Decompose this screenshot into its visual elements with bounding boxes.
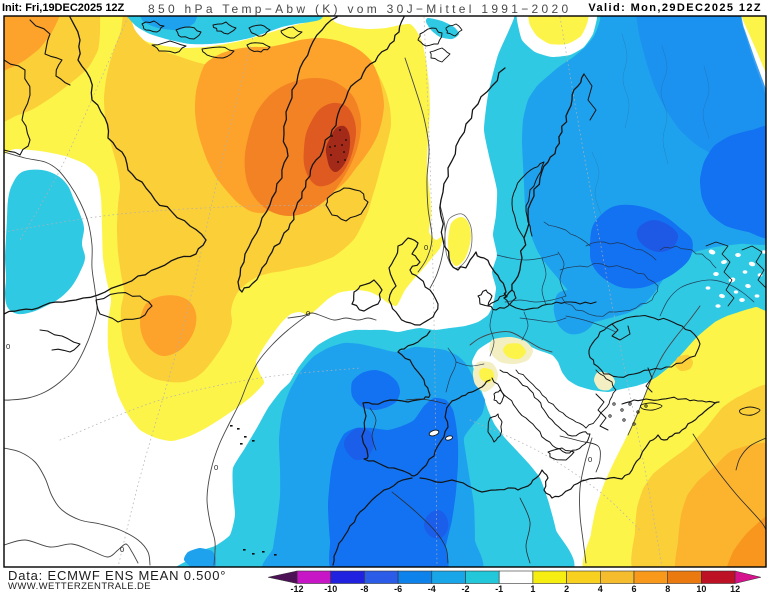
svg-text:0: 0	[6, 342, 10, 351]
svg-text:-12: -12	[290, 584, 303, 593]
svg-text:0: 0	[306, 309, 310, 318]
svg-text:-1: -1	[495, 584, 503, 593]
svg-text:2: 2	[564, 584, 569, 593]
svg-text:0: 0	[214, 463, 218, 472]
svg-text:0: 0	[424, 243, 428, 252]
svg-text:10: 10	[696, 584, 706, 593]
svg-text:-6: -6	[394, 584, 402, 593]
svg-text:12: 12	[730, 584, 740, 593]
svg-text:-8: -8	[360, 584, 368, 593]
svg-text:4: 4	[598, 584, 603, 593]
svg-text:8: 8	[665, 584, 670, 593]
svg-text:-10: -10	[324, 584, 337, 593]
svg-text:0: 0	[588, 455, 592, 464]
svg-text:6: 6	[631, 584, 636, 593]
svg-text:1: 1	[530, 584, 535, 593]
svg-text:0: 0	[120, 545, 124, 554]
svg-text:-2: -2	[461, 584, 469, 593]
svg-text:-4: -4	[428, 584, 436, 593]
